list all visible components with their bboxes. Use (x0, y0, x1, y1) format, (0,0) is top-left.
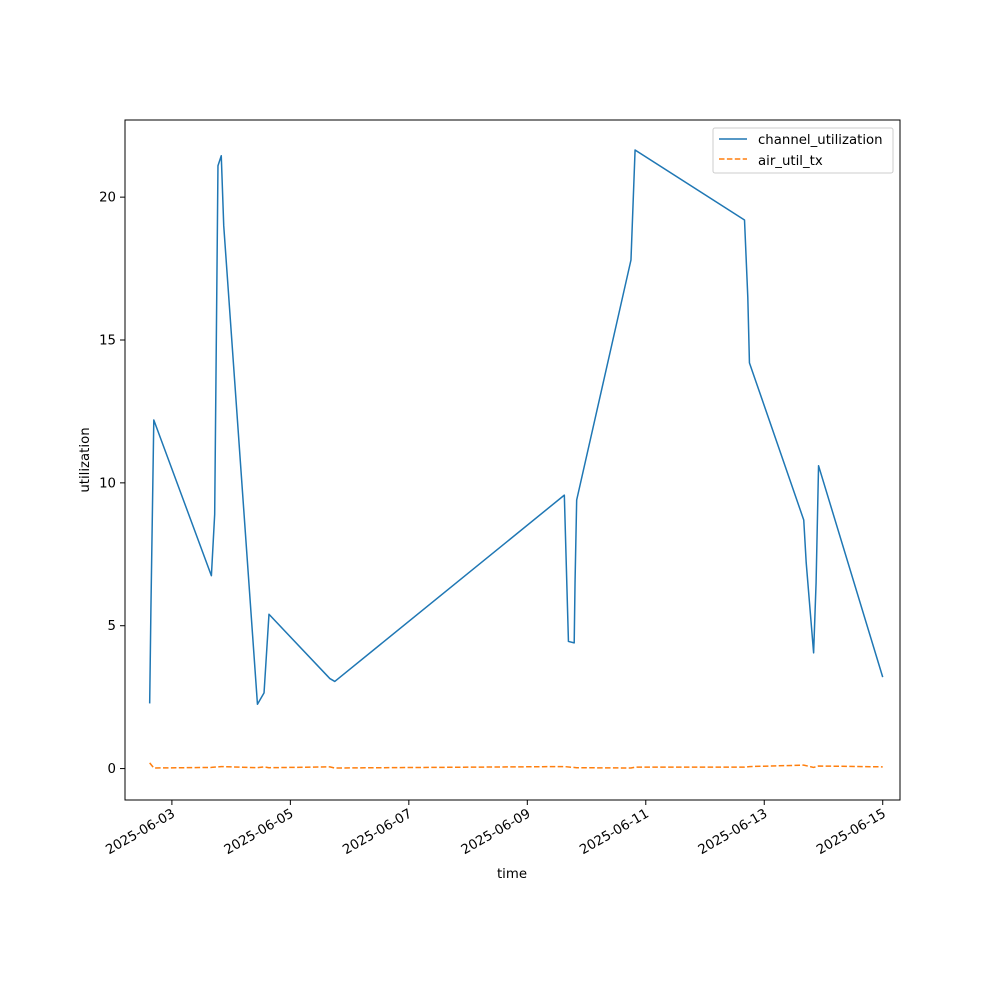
series-layer (148, 149, 884, 769)
y-tick-label: 15 (99, 334, 116, 349)
y-tick-label: 0 (108, 762, 116, 777)
y-tick-label: 5 (108, 619, 116, 634)
legend-label-air-util-tx: air_util_tx (758, 154, 823, 169)
y-tick-label: 10 (99, 476, 116, 491)
y-axis-label: utilization (78, 427, 93, 492)
x-axis-label: time (497, 867, 527, 882)
plot-area-frame (124, 119, 901, 801)
series-line-air-util-tx (149, 762, 883, 769)
y-tick-label: 20 (99, 191, 116, 206)
legend-label-channel-utilization: channel_utilization (758, 133, 883, 148)
legend-box (712, 127, 894, 174)
y-axis-ticks: 0 5 10 15 20 (99, 191, 125, 777)
legend: channel_utilization air_util_tx (712, 127, 894, 174)
series-line-channel-utilization (148, 149, 884, 706)
